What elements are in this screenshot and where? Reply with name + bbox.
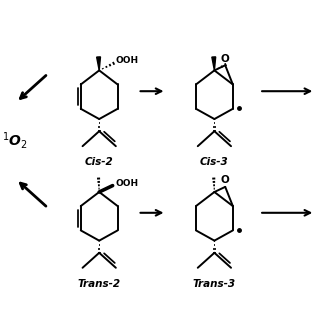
Text: Cis-2: Cis-2 bbox=[85, 157, 114, 167]
Polygon shape bbox=[97, 57, 100, 70]
Text: OOH: OOH bbox=[116, 56, 139, 65]
Text: Cis-3: Cis-3 bbox=[200, 157, 229, 167]
Text: Trans-2: Trans-2 bbox=[78, 279, 121, 289]
Polygon shape bbox=[212, 57, 216, 70]
Text: O: O bbox=[221, 175, 229, 185]
Text: OOH: OOH bbox=[115, 179, 138, 188]
Text: O: O bbox=[221, 54, 229, 64]
Text: Trans-3: Trans-3 bbox=[193, 279, 236, 289]
Text: $^1$O$_2$: $^1$O$_2$ bbox=[2, 130, 28, 151]
